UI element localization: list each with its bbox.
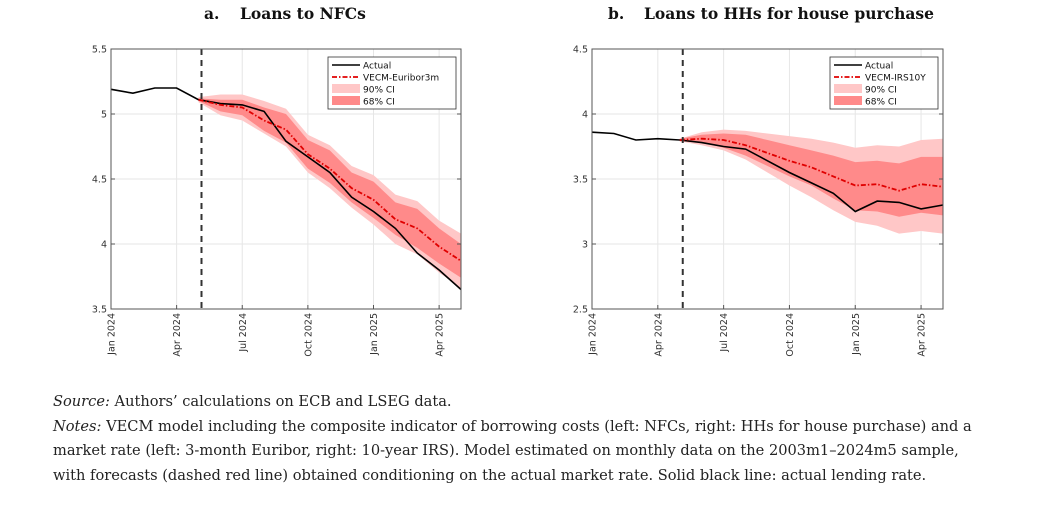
panel-a-title: a. Loans to NFCs	[204, 4, 366, 23]
legend: Actual VECM-Euribor3m 90% CI 68% CI	[327, 56, 457, 110]
ci68-band	[679, 133, 943, 217]
forecast-line	[198, 98, 462, 262]
source-label: Source:	[53, 393, 110, 410]
notes-text-1: VECM model including the composite indic…	[101, 417, 972, 435]
notes-line-3: with forecasts (dashed red line) obtaine…	[53, 467, 927, 485]
legend-label: VECM-IRS10Y	[865, 74, 926, 84]
x-tick-label: Jan 2024	[107, 313, 118, 356]
y-tick-label: 4.5	[573, 45, 588, 56]
figure-notes: Source: Authors’ calculations on ECB and…	[53, 390, 1033, 489]
y-tick-label: 3.5	[573, 175, 588, 186]
ci68-band	[198, 98, 461, 278]
legend-label: Actual	[865, 62, 893, 72]
legend-label: 68% CI	[363, 98, 395, 108]
legend-swatch-ci90	[332, 84, 360, 93]
x-tick-label: Jan 2025	[851, 313, 862, 356]
y-tick-label: 4	[582, 110, 588, 121]
panel-a-heading: Loans to NFCs	[240, 4, 366, 23]
panel-b-label: b.	[608, 4, 625, 23]
y-tick-label: 4.5	[92, 175, 107, 186]
legend-label: VECM-Euribor3m	[363, 74, 439, 84]
ci90-band	[198, 94, 461, 289]
source-text: Authors’ calculations on ECB and LSEG da…	[109, 393, 452, 410]
legend-label: 90% CI	[363, 86, 395, 96]
legend-swatch-ci68	[332, 96, 360, 105]
x-tick-label: Jul 2024	[719, 313, 730, 353]
legend-swatch-ci90	[834, 84, 862, 93]
legend-label: 68% CI	[865, 98, 897, 108]
x-tick-label: Apr 2024	[653, 313, 664, 357]
panel-b-title: b. Loans to HHs for house purchase	[608, 4, 934, 23]
panel-b-heading: Loans to HHs for house purchase	[644, 4, 935, 23]
y-tick-label: 4	[101, 240, 107, 251]
x-tick-label: Apr 2025	[435, 313, 446, 357]
y-tick-label: 2.5	[573, 305, 588, 316]
y-tick-label: 5.5	[92, 45, 107, 56]
y-tick-label: 3	[582, 240, 588, 251]
source-line: Source: Authors’ calculations on ECB and…	[53, 390, 1033, 415]
charts-canvas: 3.5 4 4.5 5 5.5 Jan 2024 Apr 2024 Jul 2024 Oct 2…	[92, 45, 944, 357]
x-tick-label: Apr 2025	[917, 313, 928, 357]
legend-swatch-ci68	[834, 96, 862, 105]
chart-b: 2.5 3 3.5 4 4.5 Jan 2024 Apr 2024 Jul 2024 Oct 2…	[573, 45, 944, 357]
x-tick-label: Jan 2024	[588, 313, 599, 356]
x-tick-label: Jul 2024	[238, 313, 249, 353]
panel-a-label: a.	[204, 4, 220, 23]
legend-label: Actual	[363, 62, 391, 72]
x-tick-label: Apr 2024	[172, 313, 183, 357]
y-tick-label: 3.5	[92, 305, 107, 316]
x-tick-label: Jan 2025	[369, 313, 380, 356]
actual-line	[591, 131, 944, 213]
x-tick-label: Oct 2024	[785, 313, 796, 357]
actual-line	[110, 87, 462, 291]
y-tick-label: 5	[101, 110, 107, 121]
notes-label: Notes:	[53, 417, 102, 435]
forecast-line	[679, 137, 944, 192]
legend-label: 90% CI	[865, 86, 897, 96]
legend: Actual VECM-IRS10Y 90% CI 68% CI	[829, 56, 939, 110]
notes-line-2: market rate (left: 3-month Euribor, righ…	[53, 442, 959, 460]
notes-line-1: Notes: VECM model including the composit…	[53, 415, 1033, 440]
chart-a: 3.5 4 4.5 5 5.5 Jan 2024 Apr 2024 Jul 2024 Oct 2…	[92, 45, 462, 357]
x-tick-label: Oct 2024	[303, 313, 314, 357]
